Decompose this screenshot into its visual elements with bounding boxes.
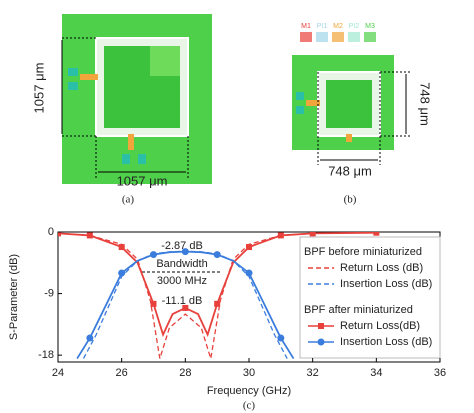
y-tick-label: -18 (38, 349, 54, 361)
layout-b: 748 μm 748 μm (b) M1 PI1 M2 PI2 M3 (292, 23, 433, 206)
marker (150, 251, 157, 259)
x-tick-label: 36 (434, 367, 446, 379)
layout-a: 1057 μm 1057 μm (a) (31, 14, 212, 206)
series-line (58, 232, 377, 338)
marker (118, 269, 126, 277)
annotation: -11.1 dB (162, 295, 203, 307)
legend-group: BPF after miniaturized (304, 304, 413, 316)
layer-legend: M1 PI1 M2 PI2 M3 (300, 23, 376, 42)
legend-group: BPF before miniaturized (304, 246, 422, 258)
legend-marker (317, 338, 325, 346)
annotation: Bandwidth (156, 258, 207, 270)
x-tick-label: 34 (370, 367, 382, 379)
annotation: -2.87 dB (161, 240, 203, 252)
marker (214, 300, 221, 307)
marker (86, 334, 94, 342)
caption: (b) (344, 194, 357, 206)
y-axis-label: S-Parameter (dB) (8, 254, 20, 340)
x-axis-label: Frequency (GHz) (207, 385, 291, 397)
legend-marker (318, 323, 324, 329)
legend-label: Return Loss(dB) (340, 320, 420, 332)
layer-swatch (332, 32, 344, 42)
x-tick-label: 28 (179, 367, 191, 379)
layer-swatch (316, 32, 328, 42)
layer-label: PI1 (317, 23, 328, 30)
marker (118, 244, 125, 251)
marker (150, 300, 157, 307)
layer-swatch (364, 32, 376, 42)
y-tick-label: -9 (44, 287, 54, 299)
marker (58, 232, 61, 237)
marker (213, 251, 221, 259)
marker (245, 269, 253, 277)
dim-label: 1057 μm (117, 173, 168, 188)
marker (277, 334, 285, 342)
layer-swatch (348, 32, 360, 42)
legend-label: Return Loss (dB) (340, 262, 423, 274)
marker (246, 244, 252, 251)
layer-label: M1 (301, 23, 311, 30)
marker (309, 232, 316, 237)
annotation: 3000 MHz (157, 275, 207, 287)
legend-box (299, 236, 441, 359)
plot-area (58, 232, 380, 360)
y-tick-label: 0 (48, 226, 54, 238)
marker (86, 232, 93, 239)
layer-label: M2 (333, 23, 343, 30)
layer-label: PI2 (349, 23, 360, 30)
legend-label: Insertion Loss (dB) (340, 336, 432, 348)
dim-label: 748 μm (418, 82, 433, 126)
marker (373, 232, 380, 236)
layer-label: M3 (365, 23, 375, 30)
marker (181, 248, 189, 256)
caption: (a) (122, 194, 135, 206)
x-tick-label: 32 (307, 367, 319, 379)
dim-label: 748 μm (328, 163, 372, 178)
x-tick-label: 30 (243, 367, 255, 379)
legend-label: Insertion Loss (dB) (340, 278, 432, 290)
layer-swatch (300, 32, 312, 42)
caption: (c) (243, 400, 256, 412)
dim-label: 1057 μm (31, 63, 46, 114)
marker (277, 232, 284, 239)
marker (182, 304, 189, 311)
series-line (58, 232, 377, 359)
x-tick-label: 26 (116, 367, 128, 379)
x-tick-label: 24 (52, 367, 64, 379)
